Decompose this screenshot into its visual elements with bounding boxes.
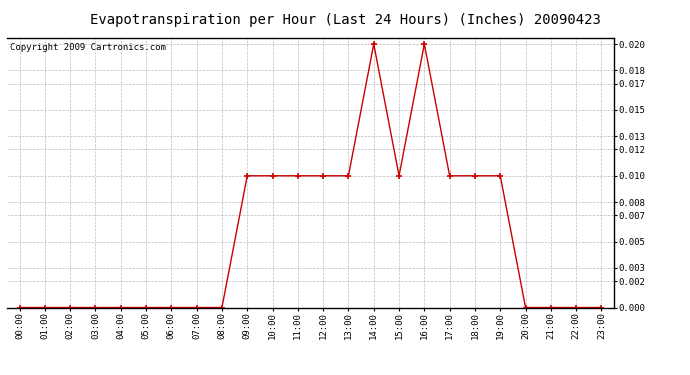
Text: Evapotranspiration per Hour (Last 24 Hours) (Inches) 20090423: Evapotranspiration per Hour (Last 24 Hou… <box>90 13 600 27</box>
Text: Copyright 2009 Cartronics.com: Copyright 2009 Cartronics.com <box>10 43 166 52</box>
